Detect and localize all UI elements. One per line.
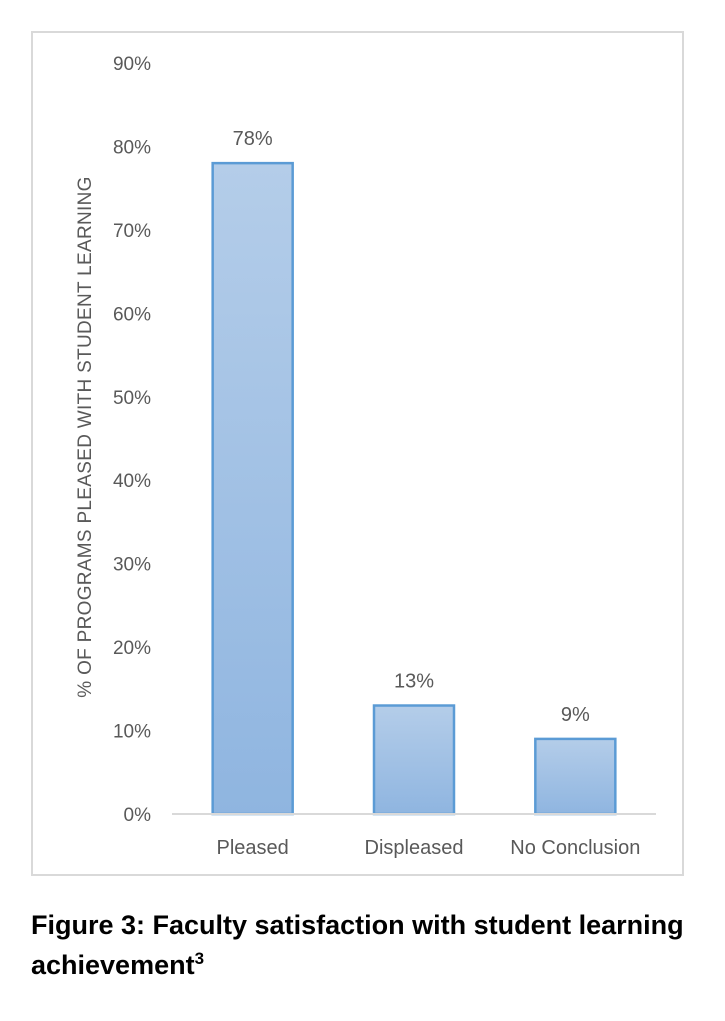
y-tick-label: 20%	[113, 638, 151, 659]
x-category-label: No Conclusion	[510, 837, 640, 859]
y-tick-label: 40%	[113, 471, 151, 492]
bar-no-conclusion	[534, 737, 617, 816]
x-category-label: Pleased	[217, 837, 289, 859]
y-tick-label: 70%	[113, 221, 151, 242]
data-label: 9%	[561, 704, 590, 726]
caption-text: Figure 3: Faculty satisfaction with stud…	[31, 910, 684, 980]
y-tick-label: 80%	[113, 137, 151, 158]
y-tick-label: 10%	[113, 722, 151, 743]
y-tick-label: 60%	[113, 304, 151, 325]
y-tick-label: 30%	[113, 555, 151, 576]
x-category-label: Displeased	[365, 837, 464, 859]
y-tick-label: 0%	[124, 805, 152, 826]
y-axis-title: % OF PROGRAMS PLEASED WITH STUDENT LEARN…	[75, 176, 96, 697]
caption-superscript: 3	[194, 949, 205, 968]
bar-displeased	[372, 704, 456, 816]
data-label: 13%	[394, 671, 434, 693]
bar-pleased	[211, 161, 294, 816]
bar-chart: 0% 10% 20% 30% 40% 50% 60% 70% 80% 90% 78% 13% 9% P…	[75, 54, 656, 859]
y-tick-label: 90%	[113, 54, 151, 75]
chart-frame: 0% 10% 20% 30% 40% 50% 60% 70% 80% 90% 78% 13% 9% P…	[31, 31, 684, 876]
figure-caption: Figure 3: Faculty satisfaction with stud…	[31, 905, 691, 985]
data-label: 78%	[233, 128, 273, 150]
y-tick-label: 50%	[113, 388, 151, 409]
